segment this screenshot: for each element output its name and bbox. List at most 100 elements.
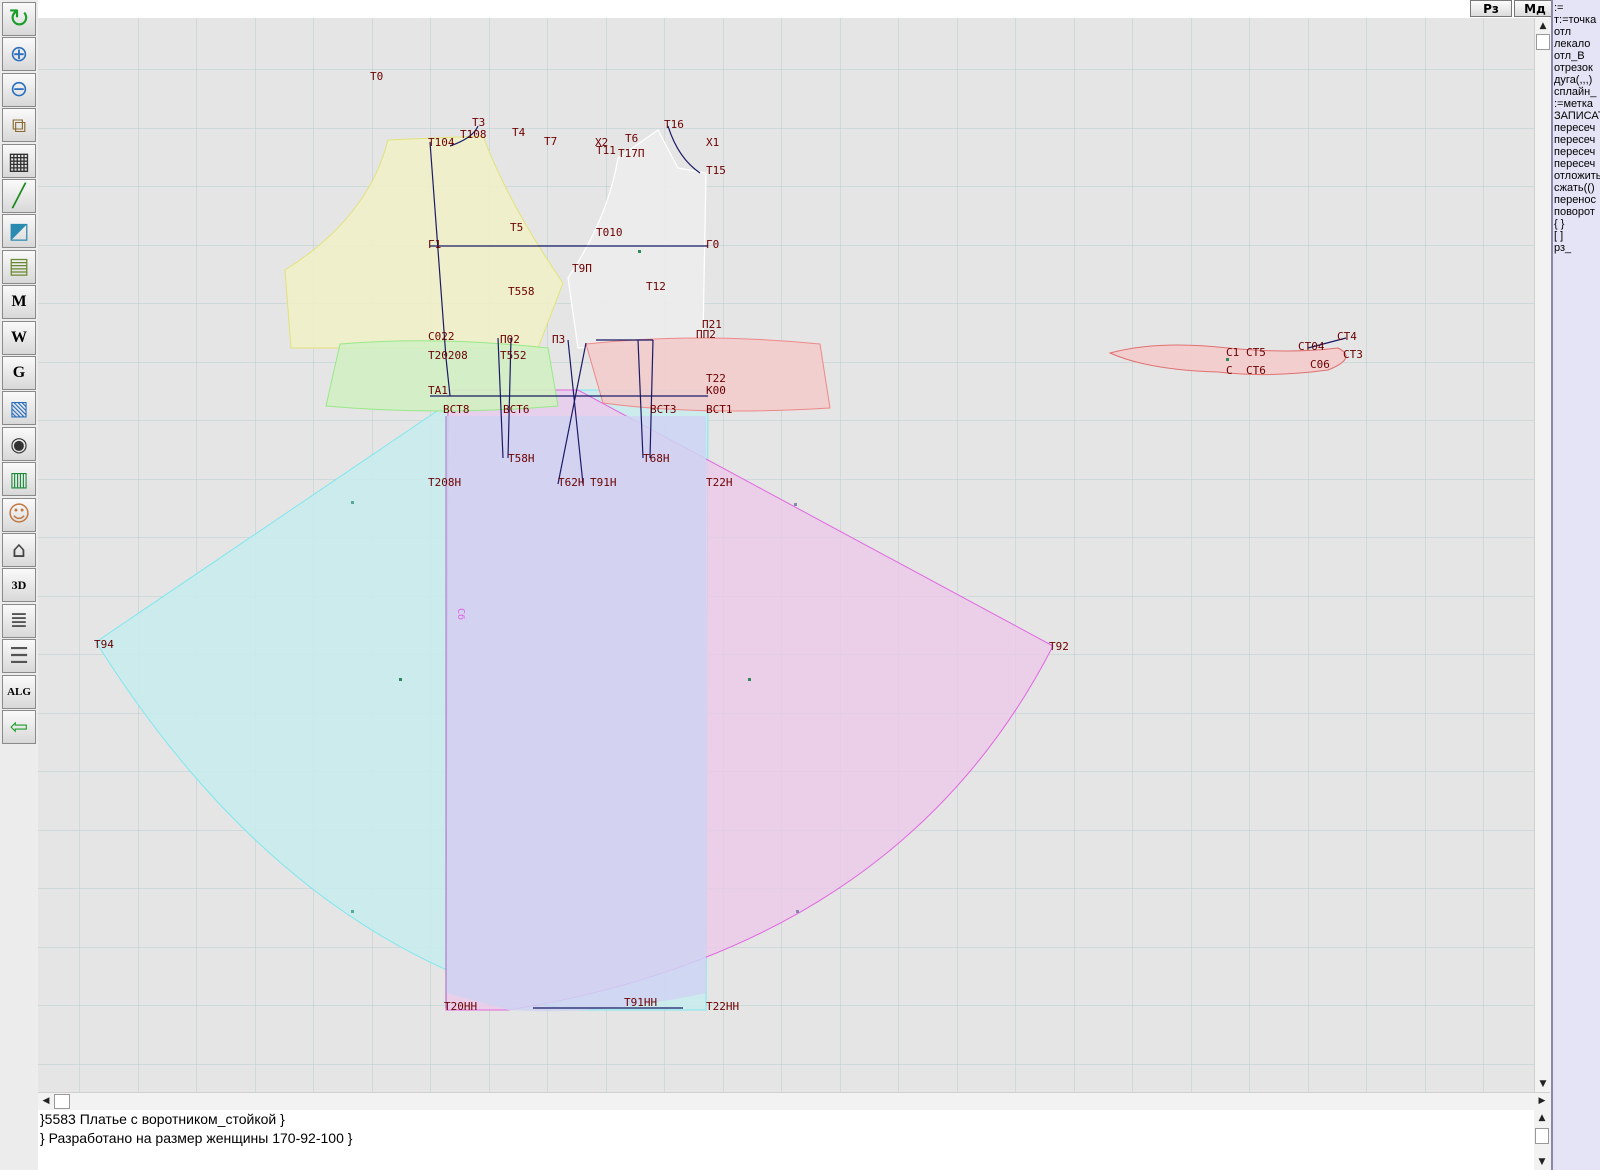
scroll-right-icon[interactable]: ▶: [1538, 1096, 1546, 1106]
rz-mode-button[interactable]: Рз: [1470, 0, 1512, 17]
point-label-t4: Т4: [512, 126, 526, 139]
text-sheet-icon: ≣: [9, 608, 29, 634]
point-label-vct3: ВСТ3: [650, 403, 677, 416]
point-label-p2: ПП2: [696, 328, 716, 341]
point-label-g1: Г1: [428, 238, 441, 251]
command-item[interactable]: пересеч: [1554, 122, 1596, 134]
point-label-t6: Т6: [625, 132, 638, 145]
point-label-t12: Т12: [646, 280, 666, 293]
3d-view-icon: 3D: [11, 577, 27, 592]
point-label-t108: Т108: [460, 128, 487, 141]
skirt-center: [446, 416, 706, 1012]
point-label-p02: П02: [500, 333, 520, 346]
command-item[interactable]: { }: [1554, 218, 1565, 230]
scroll-up-icon[interactable]: ▲: [1539, 21, 1547, 31]
command-item[interactable]: отрезок: [1554, 62, 1593, 74]
point-label-c06: С06: [1310, 358, 1330, 371]
horizontal-scrollbar[interactable]: ◀ ▶: [38, 1092, 1550, 1110]
command-item[interactable]: :=метка: [1554, 98, 1594, 110]
books-button[interactable]: ☰: [2, 639, 36, 674]
point-label-t3: Т3: [472, 116, 485, 129]
command-panel: := т:=точка отл лекало отл_В отрезок дуга(,,,)…: [1551, 0, 1600, 1170]
books-icon: ☰: [9, 643, 29, 669]
exit-button[interactable]: ⇦: [2, 710, 36, 744]
command-item[interactable]: дуга(,,,): [1554, 74, 1593, 86]
point-label-t16: Т16: [664, 118, 684, 131]
command-item[interactable]: пересеч: [1554, 134, 1596, 146]
point-label-t22: Т22: [706, 372, 726, 385]
exit-icon: ⇦: [9, 714, 29, 740]
layout-icon: ◩: [8, 218, 30, 244]
pattern-canvas[interactable]: Т0 Т3 Т4 Т6 Т7 Т16 Х1 Х2 Т104 Т108 Т11 Т17П Т15 Т5 Т01…: [38, 18, 1534, 1092]
camera-button[interactable]: ◉: [2, 426, 36, 461]
zoom-out-button[interactable]: ⊖: [2, 72, 36, 107]
console-area[interactable]: }5583 Платье с воротником_стойкой } } Ра…: [38, 1110, 1534, 1170]
compass-w-button[interactable]: W: [2, 320, 36, 355]
command-item[interactable]: сплайн_: [1554, 86, 1597, 98]
point-label-t15: Т15: [706, 164, 726, 177]
graduation-g-button[interactable]: G: [2, 356, 36, 390]
3d-view-button[interactable]: 3D: [2, 568, 36, 603]
zoom-in-icon: ⊕: [9, 41, 29, 67]
point-label-p022: С022: [428, 330, 455, 343]
measure-m-button[interactable]: M: [2, 285, 36, 320]
point-label-t22n: Т22Н: [706, 476, 733, 489]
garment-icon: ⌂: [12, 537, 26, 563]
scroll-down-icon[interactable]: ▼: [1539, 1079, 1547, 1089]
point-label-t68n: Т68Н: [643, 452, 670, 465]
point-label-c1: С1: [1226, 346, 1239, 359]
command-item[interactable]: лекало: [1554, 38, 1591, 50]
pattern-drawing[interactable]: Т0 Т3 Т4 Т6 Т7 Т16 Х1 Х2 Т104 Т108 Т11 Т17П Т15 Т5 Т01…: [38, 18, 1534, 1092]
command-item[interactable]: рз_: [1554, 242, 1572, 254]
spreadsheet-icon: ▥: [9, 467, 29, 492]
algorithm-icon: ALG: [7, 685, 31, 698]
point-label-t91nn: Т91НН: [624, 996, 657, 1009]
spreadsheet-button[interactable]: ▥: [2, 462, 36, 497]
console-scrollbar[interactable]: ▲ ▼: [1534, 1110, 1550, 1170]
graduation-g-icon: G: [12, 364, 26, 381]
zoom-in-button[interactable]: ⊕: [2, 37, 36, 72]
refresh-button[interactable]: ↻: [2, 2, 36, 36]
command-item[interactable]: сжать((): [1554, 182, 1595, 194]
point-labels: Т0 Т3 Т4 Т6 Т7 Т16 Х1 Х2 Т104 Т108 Т11 Т17П Т15 Т5 Т01…: [94, 70, 1363, 1013]
md-mode-button[interactable]: Мд: [1514, 0, 1556, 17]
top-strip: Рз Мд: [38, 0, 1556, 19]
compass-w-icon: W: [11, 328, 27, 346]
garment-button[interactable]: ⌂: [2, 533, 36, 567]
command-item[interactable]: отл: [1554, 26, 1572, 38]
command-item[interactable]: отложить: [1554, 170, 1600, 182]
algorithm-button[interactable]: ALG: [2, 674, 36, 709]
console-scroll-thumb[interactable]: [1535, 1128, 1549, 1144]
zoom-fit-button[interactable]: ⧉: [2, 108, 36, 143]
scroll-left-icon[interactable]: ◀: [42, 1096, 50, 1106]
command-item[interactable]: пересеч: [1554, 146, 1596, 158]
point-label-t552: Т552: [500, 349, 527, 362]
vertical-scrollbar[interactable]: ▲ ▼: [1534, 18, 1551, 1092]
command-item[interactable]: отл_В: [1554, 50, 1585, 62]
table-button[interactable]: ▧: [2, 391, 36, 426]
point-label-k00: К00: [706, 384, 726, 397]
command-item[interactable]: перенос: [1554, 194, 1597, 206]
vertical-scroll-thumb[interactable]: [1536, 34, 1550, 50]
command-item[interactable]: пересеч: [1554, 158, 1596, 170]
grid-button[interactable]: ▦: [2, 143, 36, 178]
command-item[interactable]: поворот: [1554, 206, 1595, 218]
pattern-button[interactable]: ▤: [2, 249, 36, 284]
line-tool-button[interactable]: ╱: [2, 179, 36, 213]
point-label-vct6: ВСТ6: [503, 403, 530, 416]
command-item[interactable]: [ ]: [1554, 230, 1564, 242]
console-scroll-down-icon[interactable]: ▼: [1538, 1157, 1546, 1167]
horizontal-scroll-thumb[interactable]: [54, 1094, 70, 1109]
command-item[interactable]: т:=точка: [1554, 14, 1597, 26]
layout-button[interactable]: ◩: [2, 214, 36, 249]
bodice-piece: [567, 129, 707, 349]
console-scroll-up-icon[interactable]: ▲: [1538, 1113, 1546, 1123]
console-line-2: } Разработано на размер женщины 170-92-1…: [40, 1130, 353, 1146]
text-sheet-button[interactable]: ≣: [2, 603, 36, 638]
point-label-ct5: СТ5: [1246, 346, 1266, 359]
point-markers: [351, 250, 1229, 913]
woman-avatar-button[interactable]: ☺: [2, 497, 36, 532]
command-item[interactable]: ЗАПИСАТЬ: [1554, 110, 1600, 122]
point-label-t7: Т7: [544, 135, 557, 148]
command-item[interactable]: :=: [1554, 2, 1564, 14]
